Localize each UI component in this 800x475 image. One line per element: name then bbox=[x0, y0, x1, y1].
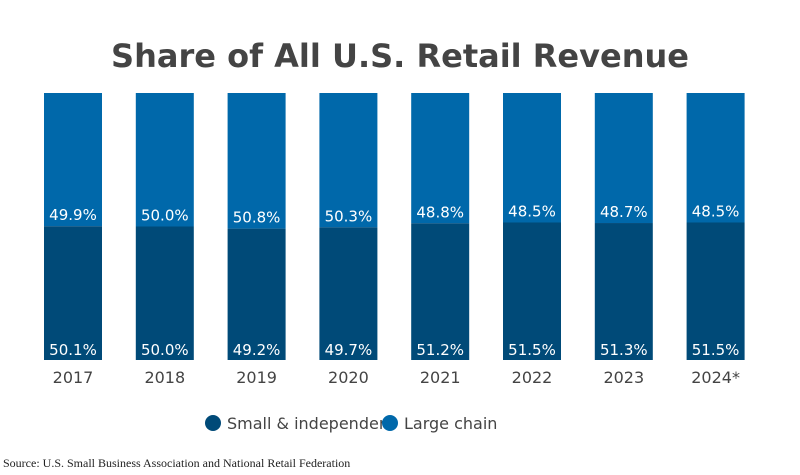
legend-label-large-chain: Large chain bbox=[404, 414, 497, 433]
x-tick-label: 2024* bbox=[691, 368, 740, 387]
data-label-large-chain: 50.0% bbox=[141, 207, 189, 225]
x-tick-label: 2020 bbox=[328, 368, 369, 387]
x-tick-label: 2021 bbox=[420, 368, 461, 387]
bar-large-chain-2021 bbox=[411, 93, 470, 224]
data-label-large-chain: 48.5% bbox=[692, 202, 740, 220]
bar-small-independent-2021 bbox=[411, 223, 470, 360]
data-label-small-independent: 51.3% bbox=[600, 341, 648, 359]
bar-large-chain-2020 bbox=[319, 93, 378, 228]
data-label-small-independent: 50.1% bbox=[49, 341, 97, 359]
data-label-large-chain: 50.3% bbox=[325, 207, 373, 225]
bar-large-chain-2024* bbox=[686, 93, 745, 223]
legend: Small & independent Large chain bbox=[205, 414, 497, 433]
x-tick-label: 2023 bbox=[603, 368, 644, 387]
data-label-small-independent: 50.0% bbox=[141, 341, 189, 359]
bars: 49.9% 50.1% 2017 50.0% 50.0% 2018 50.8% 49.2% 20… bbox=[44, 93, 745, 387]
data-label-large-chain: 49.9% bbox=[49, 206, 97, 224]
data-label-large-chain: 50.8% bbox=[233, 209, 281, 227]
bar-small-independent-2023 bbox=[594, 223, 653, 360]
bar-small-independent-2017 bbox=[44, 226, 102, 360]
data-label-small-independent: 51.2% bbox=[416, 341, 464, 359]
x-tick-label: 2018 bbox=[144, 368, 185, 387]
data-label-small-independent: 49.2% bbox=[233, 341, 281, 359]
x-tick-label: 2017 bbox=[53, 368, 94, 387]
bar-small-independent-2022 bbox=[503, 222, 561, 360]
bar-small-independent-2024* bbox=[686, 222, 745, 360]
x-tick-label: 2019 bbox=[236, 368, 277, 387]
data-label-large-chain: 48.8% bbox=[416, 203, 464, 221]
bar-large-chain-2023 bbox=[594, 93, 653, 224]
data-label-small-independent: 51.5% bbox=[692, 341, 740, 359]
x-tick-label: 2022 bbox=[512, 368, 553, 387]
bar-small-independent-2018 bbox=[135, 226, 194, 360]
data-label-small-independent: 49.7% bbox=[325, 341, 373, 359]
source-note: Source: U.S. Small Business Association … bbox=[3, 456, 350, 470]
legend-label-small-independent: Small & independent bbox=[227, 414, 395, 433]
data-label-large-chain: 48.7% bbox=[600, 203, 648, 221]
bar-large-chain-2017 bbox=[44, 93, 102, 227]
bar-small-independent-2019 bbox=[227, 228, 286, 360]
chart-title: Share of All U.S. Retail Revenue bbox=[111, 37, 689, 75]
legend-marker-large-chain bbox=[382, 415, 398, 431]
bar-large-chain-2019 bbox=[227, 93, 286, 229]
data-label-small-independent: 51.5% bbox=[508, 341, 556, 359]
data-label-large-chain: 48.5% bbox=[508, 202, 556, 220]
bar-large-chain-2018 bbox=[135, 93, 194, 227]
bar-small-independent-2020 bbox=[319, 227, 378, 360]
bar-large-chain-2022 bbox=[503, 93, 561, 223]
legend-marker-small-independent bbox=[205, 415, 221, 431]
